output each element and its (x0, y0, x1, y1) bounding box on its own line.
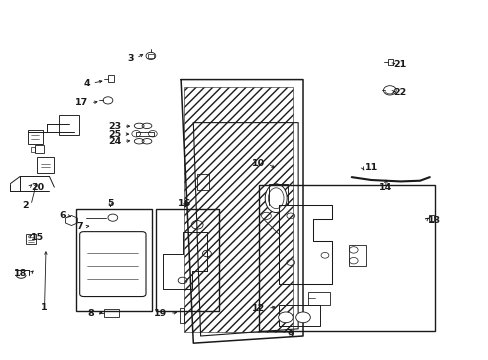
Bar (31, 147, 35, 152)
Bar (348, 244, 366, 266)
Text: 24: 24 (108, 137, 121, 146)
Bar (26, 234, 36, 244)
Bar (197, 174, 209, 190)
Bar (76, 209, 152, 311)
Text: 20: 20 (31, 183, 44, 192)
Bar (37, 157, 54, 173)
Text: 17: 17 (75, 98, 88, 107)
Circle shape (278, 312, 293, 323)
Circle shape (295, 312, 310, 323)
Text: 23: 23 (108, 122, 121, 131)
Bar (108, 75, 114, 82)
Bar (307, 292, 329, 305)
Text: 16: 16 (178, 199, 191, 208)
Text: 2: 2 (22, 201, 28, 210)
Ellipse shape (264, 184, 286, 212)
Text: 13: 13 (427, 216, 441, 225)
Text: 1: 1 (41, 303, 48, 312)
Bar (278, 305, 320, 326)
Text: 10: 10 (252, 159, 265, 168)
Bar (104, 309, 119, 317)
Text: 19: 19 (154, 309, 167, 318)
Text: 14: 14 (379, 183, 392, 192)
Text: 6: 6 (59, 211, 65, 220)
Text: 4: 4 (83, 79, 90, 88)
Text: 25: 25 (108, 130, 121, 139)
Text: 12: 12 (252, 304, 265, 313)
Bar (148, 54, 154, 58)
Text: 8: 8 (87, 309, 94, 318)
Text: 3: 3 (127, 54, 134, 63)
Bar (27, 130, 43, 144)
Bar (35, 145, 43, 153)
Text: 7: 7 (76, 222, 83, 231)
Bar (428, 215, 433, 221)
Text: 18: 18 (14, 269, 27, 278)
Text: 5: 5 (107, 199, 113, 208)
Bar (156, 209, 219, 311)
Text: 22: 22 (392, 87, 406, 96)
Bar (136, 132, 154, 136)
Bar (183, 87, 293, 332)
Text: 11: 11 (364, 163, 377, 172)
Text: 21: 21 (392, 60, 406, 69)
Text: 15: 15 (31, 233, 44, 242)
Bar (387, 59, 392, 65)
Text: 9: 9 (287, 330, 294, 339)
Bar (180, 309, 183, 323)
Bar (59, 116, 79, 135)
Bar (259, 185, 434, 330)
